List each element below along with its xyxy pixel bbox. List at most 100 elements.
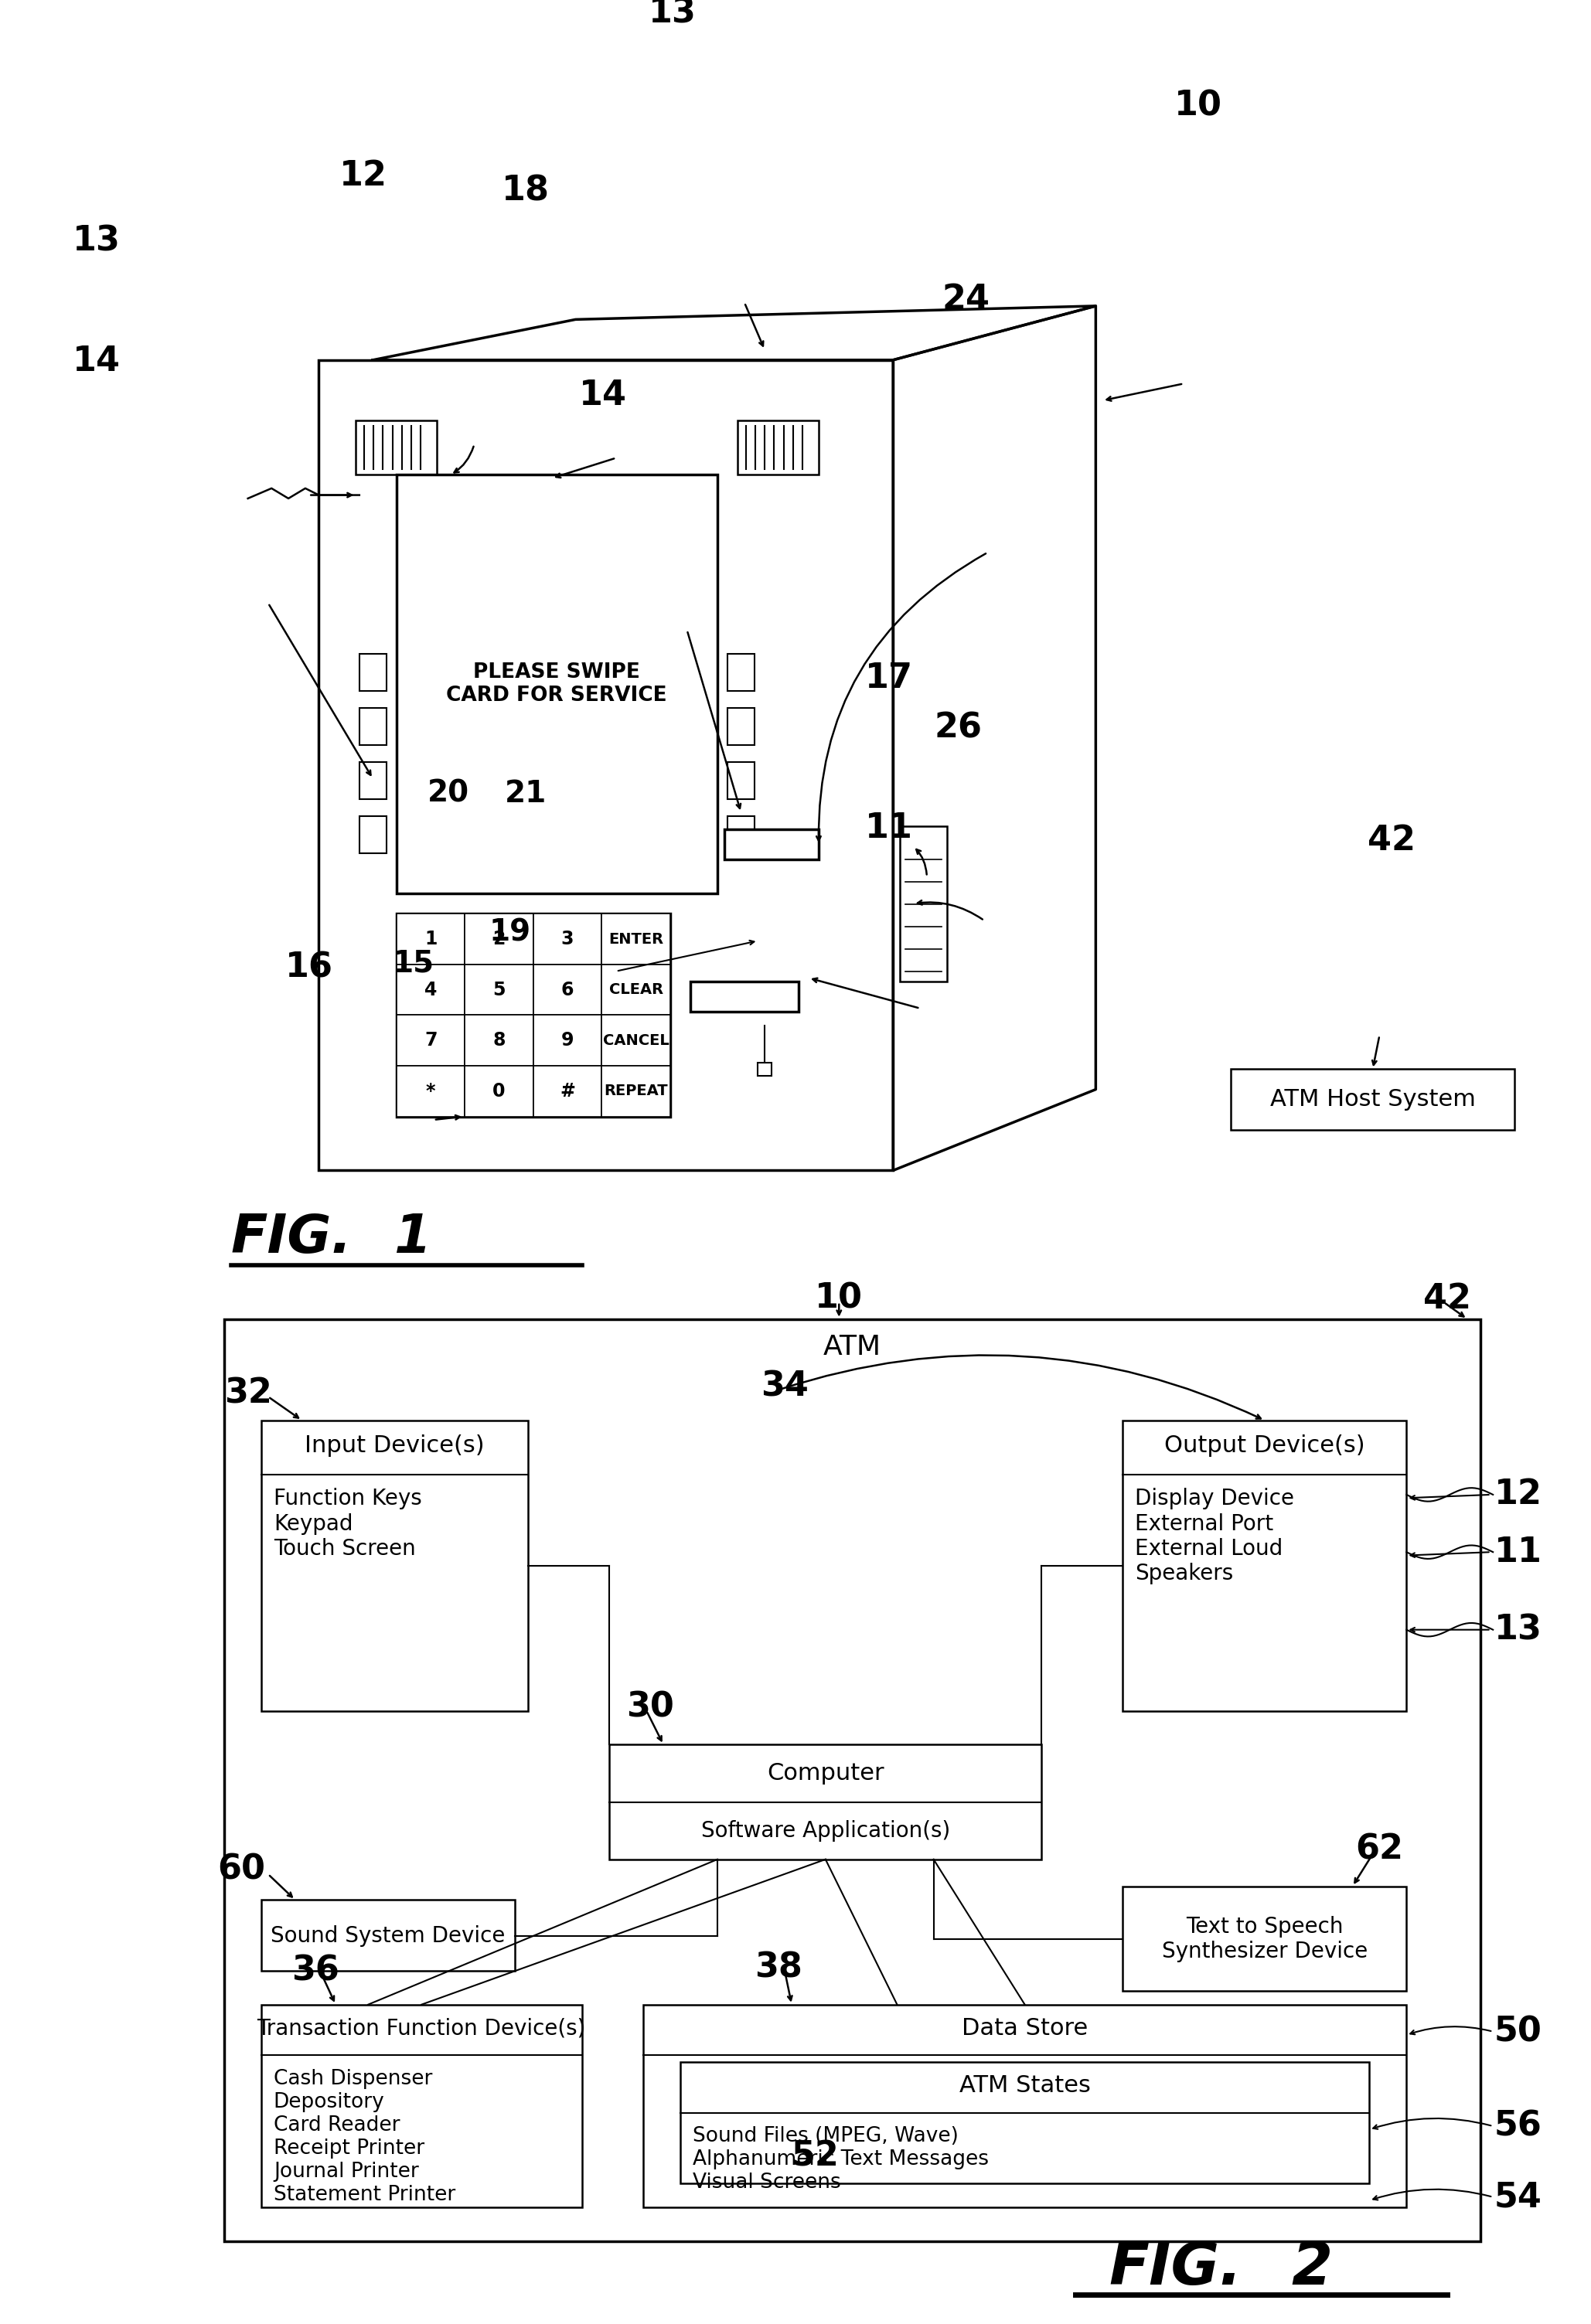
Text: 16: 16 <box>285 951 333 985</box>
Bar <box>601 1067 670 1116</box>
Text: 10: 10 <box>815 1283 862 1315</box>
Bar <box>757 1062 772 1076</box>
Text: CANCEL: CANCEL <box>603 1034 670 1048</box>
Bar <box>727 762 754 799</box>
Text: Cash Dispenser
Depository
Card Reader
Receipt Printer
Journal Printer
Statement : Cash Dispenser Depository Card Reader Re… <box>274 2068 455 2205</box>
Bar <box>681 2061 1370 2185</box>
Bar <box>465 1067 533 1116</box>
Text: Data Store: Data Store <box>961 2017 1088 2040</box>
Bar <box>396 1016 465 1067</box>
Bar <box>533 1067 601 1116</box>
Text: 50: 50 <box>1494 2015 1542 2047</box>
Text: ATM: ATM <box>824 1334 881 1360</box>
Text: Software Application(s): Software Application(s) <box>702 1820 950 1843</box>
Bar <box>396 913 465 964</box>
Text: 1: 1 <box>425 930 438 948</box>
Text: 17: 17 <box>866 662 913 695</box>
Bar <box>360 709 387 746</box>
Text: 12: 12 <box>1494 1478 1542 1511</box>
Text: 36: 36 <box>291 1954 339 1987</box>
Text: 13: 13 <box>1494 1613 1542 1645</box>
Bar <box>643 2006 1406 2208</box>
Bar <box>465 913 533 964</box>
Text: PLEASE SWIPE
CARD FOR SERVICE: PLEASE SWIPE CARD FOR SERVICE <box>445 662 667 706</box>
Text: Function Keys
Keypad
Touch Screen: Function Keys Keypad Touch Screen <box>274 1487 422 1559</box>
Bar <box>690 981 799 1011</box>
Text: Output Device(s): Output Device(s) <box>1165 1434 1365 1457</box>
Text: #: # <box>560 1083 576 1099</box>
Bar <box>1123 1420 1406 1710</box>
Text: 0: 0 <box>493 1083 506 1099</box>
Bar <box>727 709 754 746</box>
Text: ENTER: ENTER <box>608 932 663 946</box>
Text: 34: 34 <box>760 1369 808 1404</box>
Text: 32: 32 <box>224 1376 272 1411</box>
Text: 12: 12 <box>339 158 387 193</box>
Bar <box>1123 1887 1406 1992</box>
Bar <box>533 964 601 1016</box>
Bar <box>261 1420 528 1710</box>
Text: *: * <box>426 1083 436 1099</box>
Text: 10: 10 <box>1174 88 1222 123</box>
Text: 1: 1 <box>393 1213 431 1264</box>
Text: 11: 11 <box>866 811 913 846</box>
Bar <box>533 1016 601 1067</box>
Text: 30: 30 <box>625 1692 673 1724</box>
Text: 20: 20 <box>428 779 469 809</box>
Bar <box>738 421 819 474</box>
Bar <box>1231 1069 1515 1129</box>
Text: FIG.: FIG. <box>1109 2240 1243 2296</box>
Bar <box>601 1016 670 1067</box>
Text: Display Device
External Port
External Loud
Speakers: Display Device External Port External Lo… <box>1134 1487 1293 1585</box>
Text: 26: 26 <box>934 711 983 744</box>
Text: 3: 3 <box>562 930 574 948</box>
Text: ATM States: ATM States <box>959 2075 1090 2096</box>
Text: Transaction Function Device(s): Transaction Function Device(s) <box>258 2017 585 2038</box>
Text: 52: 52 <box>791 2140 840 2173</box>
Bar <box>609 1745 1042 1859</box>
Text: 56: 56 <box>1494 2110 1542 2143</box>
Bar <box>261 1901 515 1971</box>
Text: 42: 42 <box>1368 823 1416 858</box>
Circle shape <box>759 971 770 983</box>
Bar <box>727 816 754 853</box>
Bar <box>727 653 754 690</box>
Text: Sound System Device: Sound System Device <box>270 1924 504 1948</box>
Text: 7: 7 <box>425 1032 438 1050</box>
Text: 19: 19 <box>490 918 531 948</box>
Text: 2: 2 <box>1292 2240 1333 2296</box>
Text: 21: 21 <box>504 779 547 809</box>
Text: 38: 38 <box>754 1950 802 1985</box>
Text: Sound Files (MPEG, Wave)
Alphanumeric Text Messages
Visual Screens: Sound Files (MPEG, Wave) Alphanumeric Te… <box>692 2126 988 2192</box>
Bar <box>396 964 465 1016</box>
Text: Text to Speech
Synthesizer Device: Text to Speech Synthesizer Device <box>1161 1915 1368 1961</box>
Bar <box>533 913 601 964</box>
Text: 13: 13 <box>649 0 697 30</box>
Text: 6: 6 <box>562 981 574 999</box>
Text: 8: 8 <box>493 1032 506 1050</box>
Text: 13: 13 <box>73 225 121 258</box>
Bar <box>396 1067 465 1116</box>
Text: Computer: Computer <box>767 1762 885 1785</box>
Text: 9: 9 <box>562 1032 574 1050</box>
Text: 62: 62 <box>1356 1834 1403 1866</box>
Text: 24: 24 <box>942 284 990 316</box>
Bar <box>360 816 387 853</box>
Bar <box>261 2006 582 2208</box>
Bar <box>396 913 670 1116</box>
Bar <box>356 421 438 474</box>
Bar <box>901 825 947 981</box>
Text: 54: 54 <box>1494 2180 1542 2215</box>
Bar <box>318 360 893 1171</box>
Text: 2: 2 <box>493 930 506 948</box>
Text: CLEAR: CLEAR <box>609 983 663 997</box>
Text: Input Device(s): Input Device(s) <box>304 1434 484 1457</box>
Bar <box>396 474 718 892</box>
Text: 5: 5 <box>493 981 506 999</box>
Bar <box>601 913 670 964</box>
Text: 14: 14 <box>73 344 121 376</box>
Bar <box>724 830 819 860</box>
Bar <box>465 1016 533 1067</box>
Text: 42: 42 <box>1422 1283 1472 1315</box>
Bar <box>360 762 387 799</box>
